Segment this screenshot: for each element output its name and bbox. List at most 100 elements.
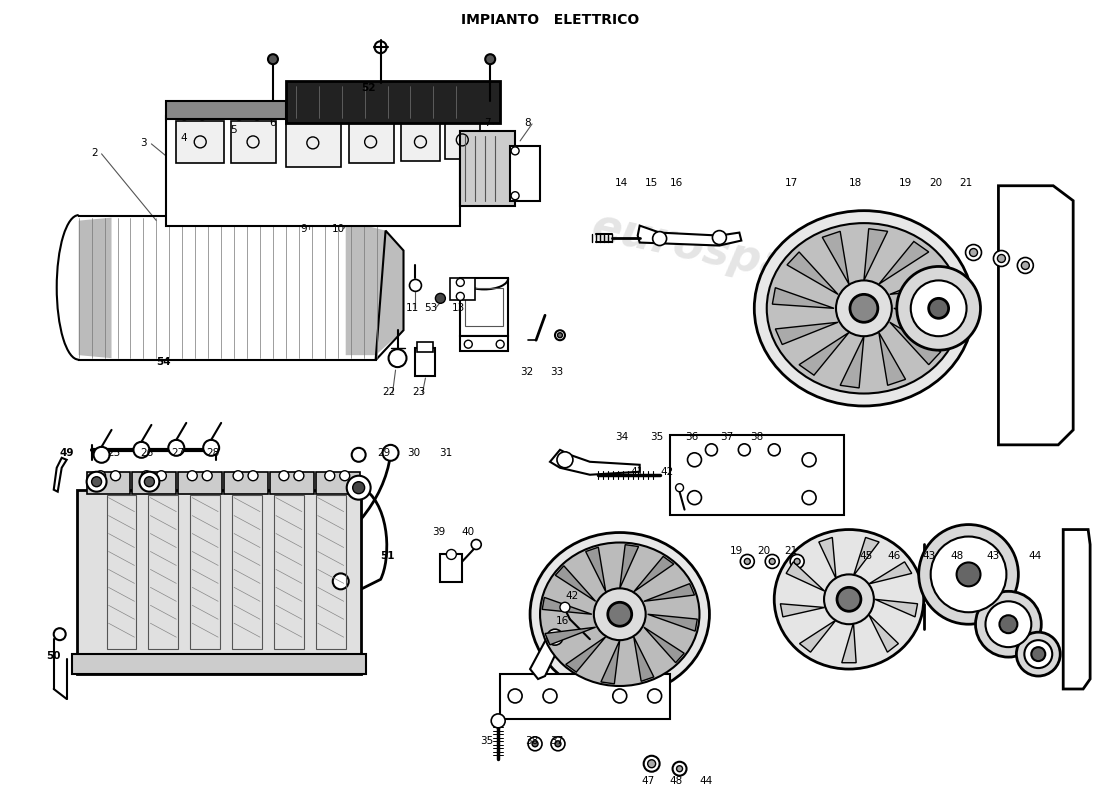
Circle shape [769,558,776,565]
Circle shape [966,245,981,261]
Bar [286,81,500,123]
Text: IMPIANTO   ELETTRICO: IMPIANTO ELETTRICO [461,14,639,27]
Circle shape [768,444,780,456]
Bar [232,494,262,649]
Text: 41: 41 [630,466,644,477]
Polygon shape [842,623,856,662]
Text: 38: 38 [526,736,539,746]
Polygon shape [879,333,905,386]
Bar [231,121,276,163]
Text: 37: 37 [550,736,563,746]
Polygon shape [644,584,694,602]
Circle shape [447,550,456,559]
Text: 14: 14 [615,178,628,188]
Circle shape [1018,258,1033,274]
Circle shape [94,447,110,462]
Text: 46: 46 [888,551,901,562]
Bar [274,494,304,649]
Text: 23: 23 [411,387,425,397]
Text: 52: 52 [362,83,376,93]
Polygon shape [550,450,640,474]
Circle shape [279,470,289,481]
Text: 26: 26 [140,448,153,458]
Circle shape [896,266,980,350]
Circle shape [353,112,361,120]
Bar [190,494,220,649]
Polygon shape [818,538,836,578]
Text: 21: 21 [784,546,798,557]
Bar [400,123,440,161]
Circle shape [464,340,472,348]
Circle shape [928,298,948,318]
Polygon shape [530,634,570,679]
Bar [440,554,462,582]
Circle shape [918,525,1019,624]
Text: 42: 42 [565,591,579,602]
Text: 22: 22 [382,387,395,397]
Bar [77,490,361,674]
Circle shape [957,562,980,586]
Circle shape [688,453,702,466]
Circle shape [324,470,334,481]
Circle shape [54,628,66,640]
Polygon shape [776,322,838,345]
Circle shape [824,574,873,624]
Circle shape [140,472,159,492]
Circle shape [644,756,660,772]
Circle shape [353,482,364,494]
Text: 38: 38 [750,432,763,442]
Polygon shape [890,322,940,365]
Circle shape [790,554,804,569]
Text: 4: 4 [180,133,187,143]
Polygon shape [78,218,111,358]
Text: 48: 48 [950,551,964,562]
Circle shape [340,470,350,481]
Circle shape [543,689,557,703]
Text: 9: 9 [300,223,307,234]
Text: 16: 16 [670,178,683,188]
Polygon shape [799,333,849,375]
Text: 44: 44 [1028,551,1042,562]
Circle shape [468,112,475,120]
Polygon shape [786,562,825,591]
Text: 39: 39 [432,526,446,537]
Circle shape [713,230,726,245]
Circle shape [594,588,646,640]
Polygon shape [565,637,606,672]
Bar [446,121,481,159]
Circle shape [371,112,378,120]
Bar [349,121,394,163]
Circle shape [976,591,1042,657]
Circle shape [249,470,258,481]
Text: 11: 11 [406,303,419,314]
Circle shape [471,539,481,550]
Text: 50: 50 [46,651,60,661]
Bar [460,278,508,336]
Polygon shape [823,231,849,284]
Circle shape [911,281,967,336]
Bar [166,101,286,119]
Bar [670,435,844,514]
Text: 37: 37 [719,432,733,442]
Circle shape [422,114,430,122]
Text: 10: 10 [332,223,345,234]
Bar [460,131,515,206]
Circle shape [253,112,261,120]
Text: 35: 35 [650,432,663,442]
Circle shape [91,477,101,486]
Polygon shape [556,566,595,602]
Text: 8: 8 [524,118,530,128]
Polygon shape [772,288,834,308]
Circle shape [648,689,661,703]
Bar [132,472,176,494]
Circle shape [558,333,562,338]
Circle shape [450,112,458,120]
Polygon shape [800,620,836,652]
Text: 40: 40 [462,526,475,537]
Polygon shape [890,272,953,294]
Polygon shape [894,308,956,329]
Bar [418,342,433,352]
Text: 5: 5 [230,125,236,135]
Circle shape [998,254,1005,262]
Text: 32: 32 [520,367,534,377]
